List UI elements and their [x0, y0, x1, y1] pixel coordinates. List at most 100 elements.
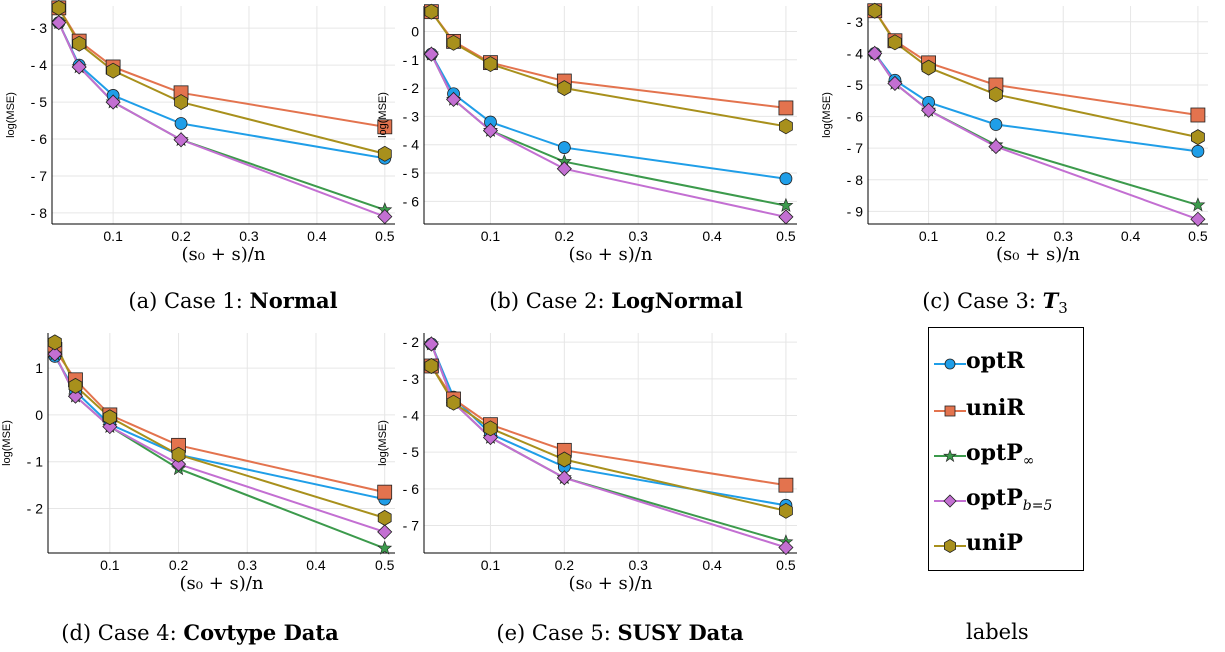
data-point-uniP [483, 56, 498, 73]
legend-label-uniR: uniR [966, 395, 1025, 421]
caption-d-prefix: (d) Case 4: [61, 621, 184, 645]
legend-label-optR: optR [966, 348, 1025, 374]
legend-label-optPinf: optP∞ [966, 440, 1034, 469]
y-axis-label: log(MSE) [377, 92, 389, 138]
legend-label-optPinf-name: optP [966, 440, 1023, 466]
data-point-optR [779, 172, 793, 186]
y-tick-label: - 2 [403, 80, 420, 96]
legend-item-uniP: uniP [929, 526, 1083, 566]
caption-b: (b) Case 2: LogNormal [446, 288, 786, 313]
data-point-uniP [424, 358, 439, 374]
x-tick-label: 0.5 [1188, 228, 1208, 244]
chart-panel-3: 0.1 0.2 0.3 0.4 0.5 - 3 - 4 - 5 - 6 - 7 - 8 - 9 (s₀ … [821, 2, 1208, 265]
y-tick-label: - 8 [31, 205, 48, 221]
series-line-optP∞ [430, 343, 787, 543]
chart-panel-2: 0.1 0.2 0.3 0.4 0.5 0 - 1 - 2 - 3 - 4 - 5 - 6 (s₀ + … [377, 3, 797, 265]
y-tick-label: - 1 [27, 454, 44, 470]
data-point-uniR [1190, 107, 1206, 123]
data-point-optPb=5 [377, 209, 393, 225]
data-point-uniP [377, 509, 392, 526]
data-point-optPb=5 [67, 388, 84, 404]
y-tick-label: - 4 [847, 45, 864, 61]
y-tick-label: 1 [35, 360, 43, 376]
y-tick-label: - 2 [403, 334, 420, 350]
series-line-optPb=5 [53, 353, 386, 533]
data-point-uniP [483, 420, 498, 437]
series-line-optPb=5 [873, 52, 1199, 221]
data-point-optPb=5 [556, 470, 572, 486]
data-point-uniP [377, 145, 392, 162]
data-point-uniP [888, 34, 902, 51]
data-point-optPb=5 [921, 102, 937, 118]
x-tick-label: 0.2 [986, 228, 1006, 244]
y-tick-label: - 3 [403, 108, 420, 124]
y-tick-label: - 6 [31, 131, 48, 147]
caption-c: (c) Case 3: T3 [880, 288, 1110, 317]
y-tick-label: - 7 [847, 140, 864, 156]
series-line-uniP [53, 341, 385, 519]
chart-panel-5: 0.1 0.2 0.3 0.4 0.5 - 2 - 3 - 4 - 5 - 6 - 7 (s₀ + s… [377, 333, 797, 594]
y-tick-label: - 7 [403, 518, 420, 534]
data-point-optPb=5 [423, 46, 439, 62]
chart-panel-1: 0.1 0.2 0.3 0.4 0.5 - 3 - 4 - 5 - 6 - 7 - 8 (s₀ + s… [5, 0, 395, 265]
data-point-uniP [779, 118, 793, 135]
x-tick-label: 0.3 [628, 228, 648, 244]
legend: optR uniR optP∞ optPb=5 uniP [928, 327, 1084, 571]
data-point-uniP [174, 94, 188, 111]
caption-e-prefix: (e) Case 5: [496, 621, 618, 645]
data-point-optPb=5 [887, 75, 903, 91]
data-point-uniP [446, 394, 461, 411]
y-tick-label: - 5 [31, 94, 48, 110]
y-tick-label: - 3 [847, 14, 864, 30]
data-point-optP∞ [1190, 197, 1206, 212]
x-tick-label: 0.1 [103, 228, 123, 244]
caption-b-title: LogNormal [611, 288, 743, 313]
data-point-uniP [102, 409, 117, 426]
y-tick-label: 0 [35, 407, 43, 423]
data-point-optR [1191, 144, 1205, 158]
data-point-uniP [779, 502, 793, 519]
data-point-uniP [68, 377, 83, 394]
y-tick-label: - 5 [403, 165, 420, 181]
data-point-uniR [377, 484, 393, 500]
x-tick-label: 0.1 [100, 557, 120, 573]
data-point-optPb=5 [71, 59, 87, 75]
x-axis-label: (s₀ + s)/n [182, 244, 266, 265]
data-point-uniP [867, 2, 882, 19]
legend-marker-uniR [934, 405, 966, 417]
x-tick-label: 0.5 [375, 557, 395, 573]
data-point-uniP [557, 451, 572, 468]
data-point-optP∞ [377, 540, 393, 555]
caption-c-subscript: 3 [1058, 299, 1068, 318]
series-line-optR [57, 22, 385, 160]
legend-marker-optPb5 [934, 494, 966, 508]
x-tick-label: 0.1 [481, 557, 501, 573]
data-point-optPb=5 [51, 15, 67, 31]
x-tick-label: 0.4 [306, 557, 326, 573]
legend-label-uniP: uniP [966, 530, 1023, 556]
series-line-optP∞ [53, 353, 386, 550]
x-tick-label: 0.1 [481, 228, 501, 244]
caption-d-title: Covtype Data [183, 620, 339, 645]
data-point-uniP [424, 3, 439, 20]
data-point-uniP [989, 86, 1003, 103]
y-tick-label: - 6 [403, 481, 420, 497]
caption-c-title: T [1042, 288, 1059, 313]
y-axis-label: log(MSE) [821, 92, 833, 138]
data-point-uniP [47, 334, 62, 351]
data-point-uniR [778, 477, 794, 493]
x-tick-label: 0.3 [239, 228, 259, 244]
data-point-uniP [51, 0, 66, 16]
y-axis-label: log(MSE) [5, 92, 17, 138]
data-point-uniR [778, 100, 794, 116]
data-point-uniP [921, 59, 936, 76]
y-axis-label: log(MSE) [1, 420, 13, 466]
y-tick-label: - 1 [403, 52, 420, 68]
caption-a-title: Normal [249, 288, 338, 313]
y-tick-label: - 4 [403, 137, 420, 153]
x-tick-label: 0.4 [307, 228, 327, 244]
x-tick-label: 0.3 [238, 557, 258, 573]
series-line-uniP [57, 7, 386, 155]
series-line-optPb=5 [430, 343, 787, 549]
